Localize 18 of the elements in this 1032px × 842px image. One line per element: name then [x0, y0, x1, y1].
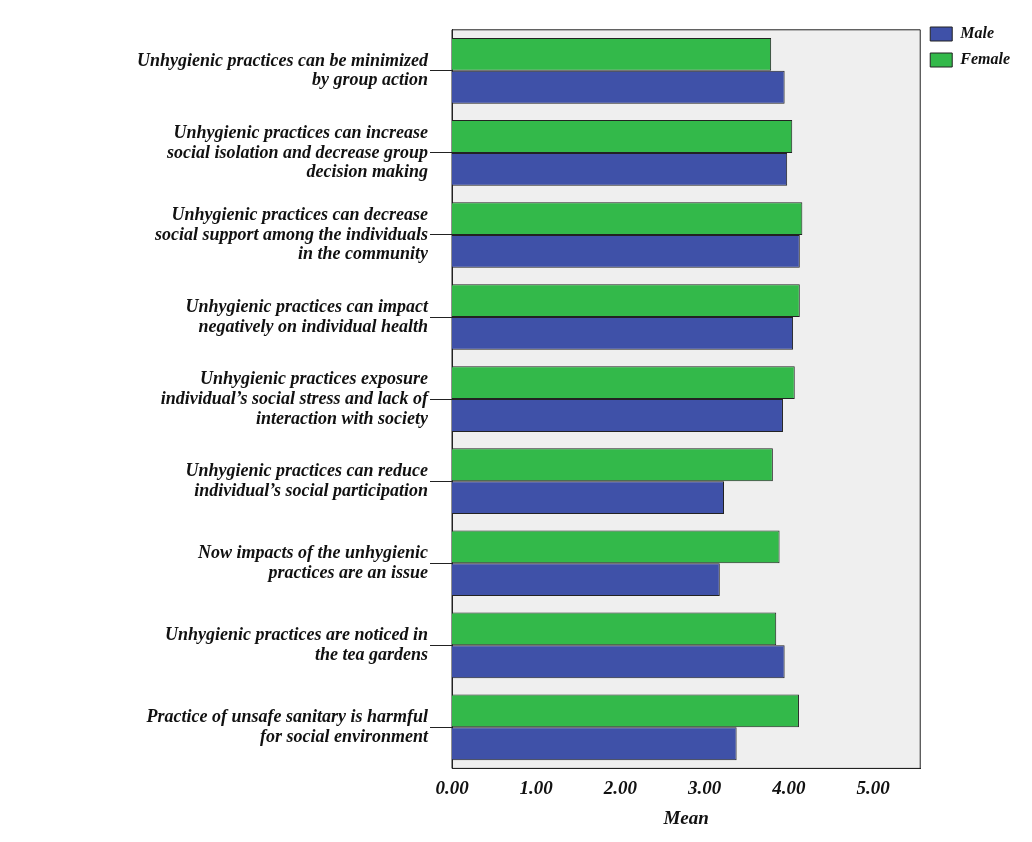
x-tick-label: 4.00 [771, 776, 806, 798]
y-tick-label: Unhygienic practices exposure individual’s social stress and lack of interaction with society [160, 367, 430, 428]
x-tick-label: 3.00 [687, 776, 722, 798]
legend-label: Female [959, 50, 1010, 68]
y-tick-label: Unhygienic practices can reduce individual’s social participation [185, 459, 429, 500]
x-tick-label: 5.00 [856, 776, 891, 798]
y-tick-label: Unhygienic practices are noticed in the tea gardens [165, 624, 428, 664]
y-tick-label: Unhygienic practices can decrease social support among the individuals in the community [153, 203, 429, 264]
y-tick-label: Unhygienic practices can impact negatively on individual health [185, 295, 429, 336]
x-tick-label: 1.00 [519, 776, 554, 798]
x-tick-label: 0.00 [435, 776, 470, 798]
y-tick-label: Now impacts of the unhygienic practices are an issue [196, 541, 429, 582]
x-axis-title: Mean [662, 806, 709, 828]
legend-label: Male [959, 24, 995, 42]
y-tick-label: Practice of unsafe sanitary is harmful for social environment [145, 706, 429, 746]
x-tick-label: 2.00 [602, 776, 638, 798]
y-tick-label: Unhygienic practices can increase social isolation and decrease group decision making [165, 121, 428, 182]
y-tick-label: Unhygienic practices can be minimized by group action [137, 49, 429, 90]
